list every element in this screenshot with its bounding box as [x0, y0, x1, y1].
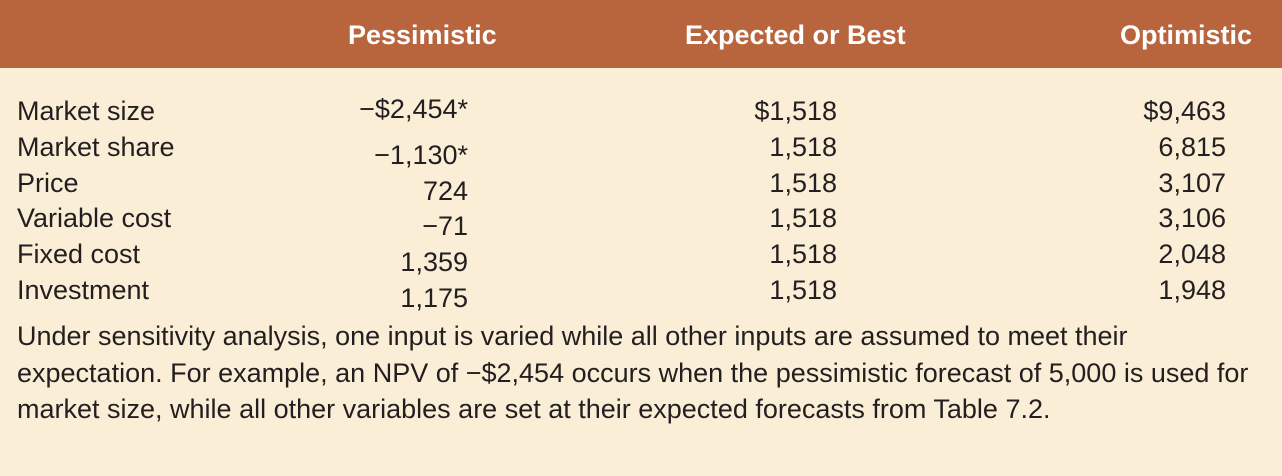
- expected-value: 1,518: [769, 203, 837, 233]
- optimistic-value: 3,107: [1158, 168, 1226, 198]
- pessimistic-value: 1,359: [400, 247, 468, 277]
- pessimistic-value: 724: [422, 176, 468, 206]
- row-label: Price: [17, 168, 79, 198]
- row-label: Market size: [17, 96, 156, 126]
- table-row: Variable cost −71 1,518 3,106: [0, 201, 1282, 241]
- table-row: Market share −1,130* 1,518 6,815: [0, 130, 1282, 170]
- table-row: Fixed cost 1,359 1,518 2,048: [0, 237, 1282, 277]
- column-header-optimistic: Optimistic: [1119, 20, 1252, 50]
- expected-value: 1,518: [769, 168, 837, 198]
- optimistic-value: 6,815: [1158, 132, 1226, 162]
- table-footnote: Under sensitivity analysis, one input is…: [17, 321, 1249, 424]
- expected-value: 1,518: [769, 132, 837, 162]
- pessimistic-value: 1,175: [400, 283, 468, 313]
- expected-value: 1,518: [769, 239, 837, 269]
- optimistic-value: 1,948: [1158, 275, 1226, 305]
- table-row: Price 724 1,518 3,107: [0, 166, 1282, 206]
- row-label: Investment: [17, 275, 150, 305]
- table-header: Pessimistic Expected or Best Optimistic: [0, 0, 1282, 68]
- column-header-pessimistic: Pessimistic: [348, 20, 497, 50]
- expected-value: 1,518: [769, 275, 837, 305]
- optimistic-value: 3,106: [1158, 203, 1226, 233]
- optimistic-value: $9,463: [1143, 96, 1226, 126]
- table-row: Investment 1,175 1,518 1,948: [0, 273, 1282, 313]
- pessimistic-value: −71: [422, 211, 468, 241]
- expected-value: $1,518: [754, 96, 837, 126]
- column-header-expected: Expected or Best: [685, 20, 906, 50]
- row-label: Variable cost: [17, 203, 172, 233]
- pessimistic-value: −1,130*: [374, 140, 468, 170]
- row-label: Fixed cost: [17, 239, 141, 269]
- row-label: Market share: [17, 132, 175, 162]
- table-row: Market size −$2,454* $1,518 $9,463: [0, 94, 1282, 130]
- optimistic-value: 2,048: [1158, 239, 1226, 269]
- pessimistic-value: −$2,454*: [359, 94, 468, 124]
